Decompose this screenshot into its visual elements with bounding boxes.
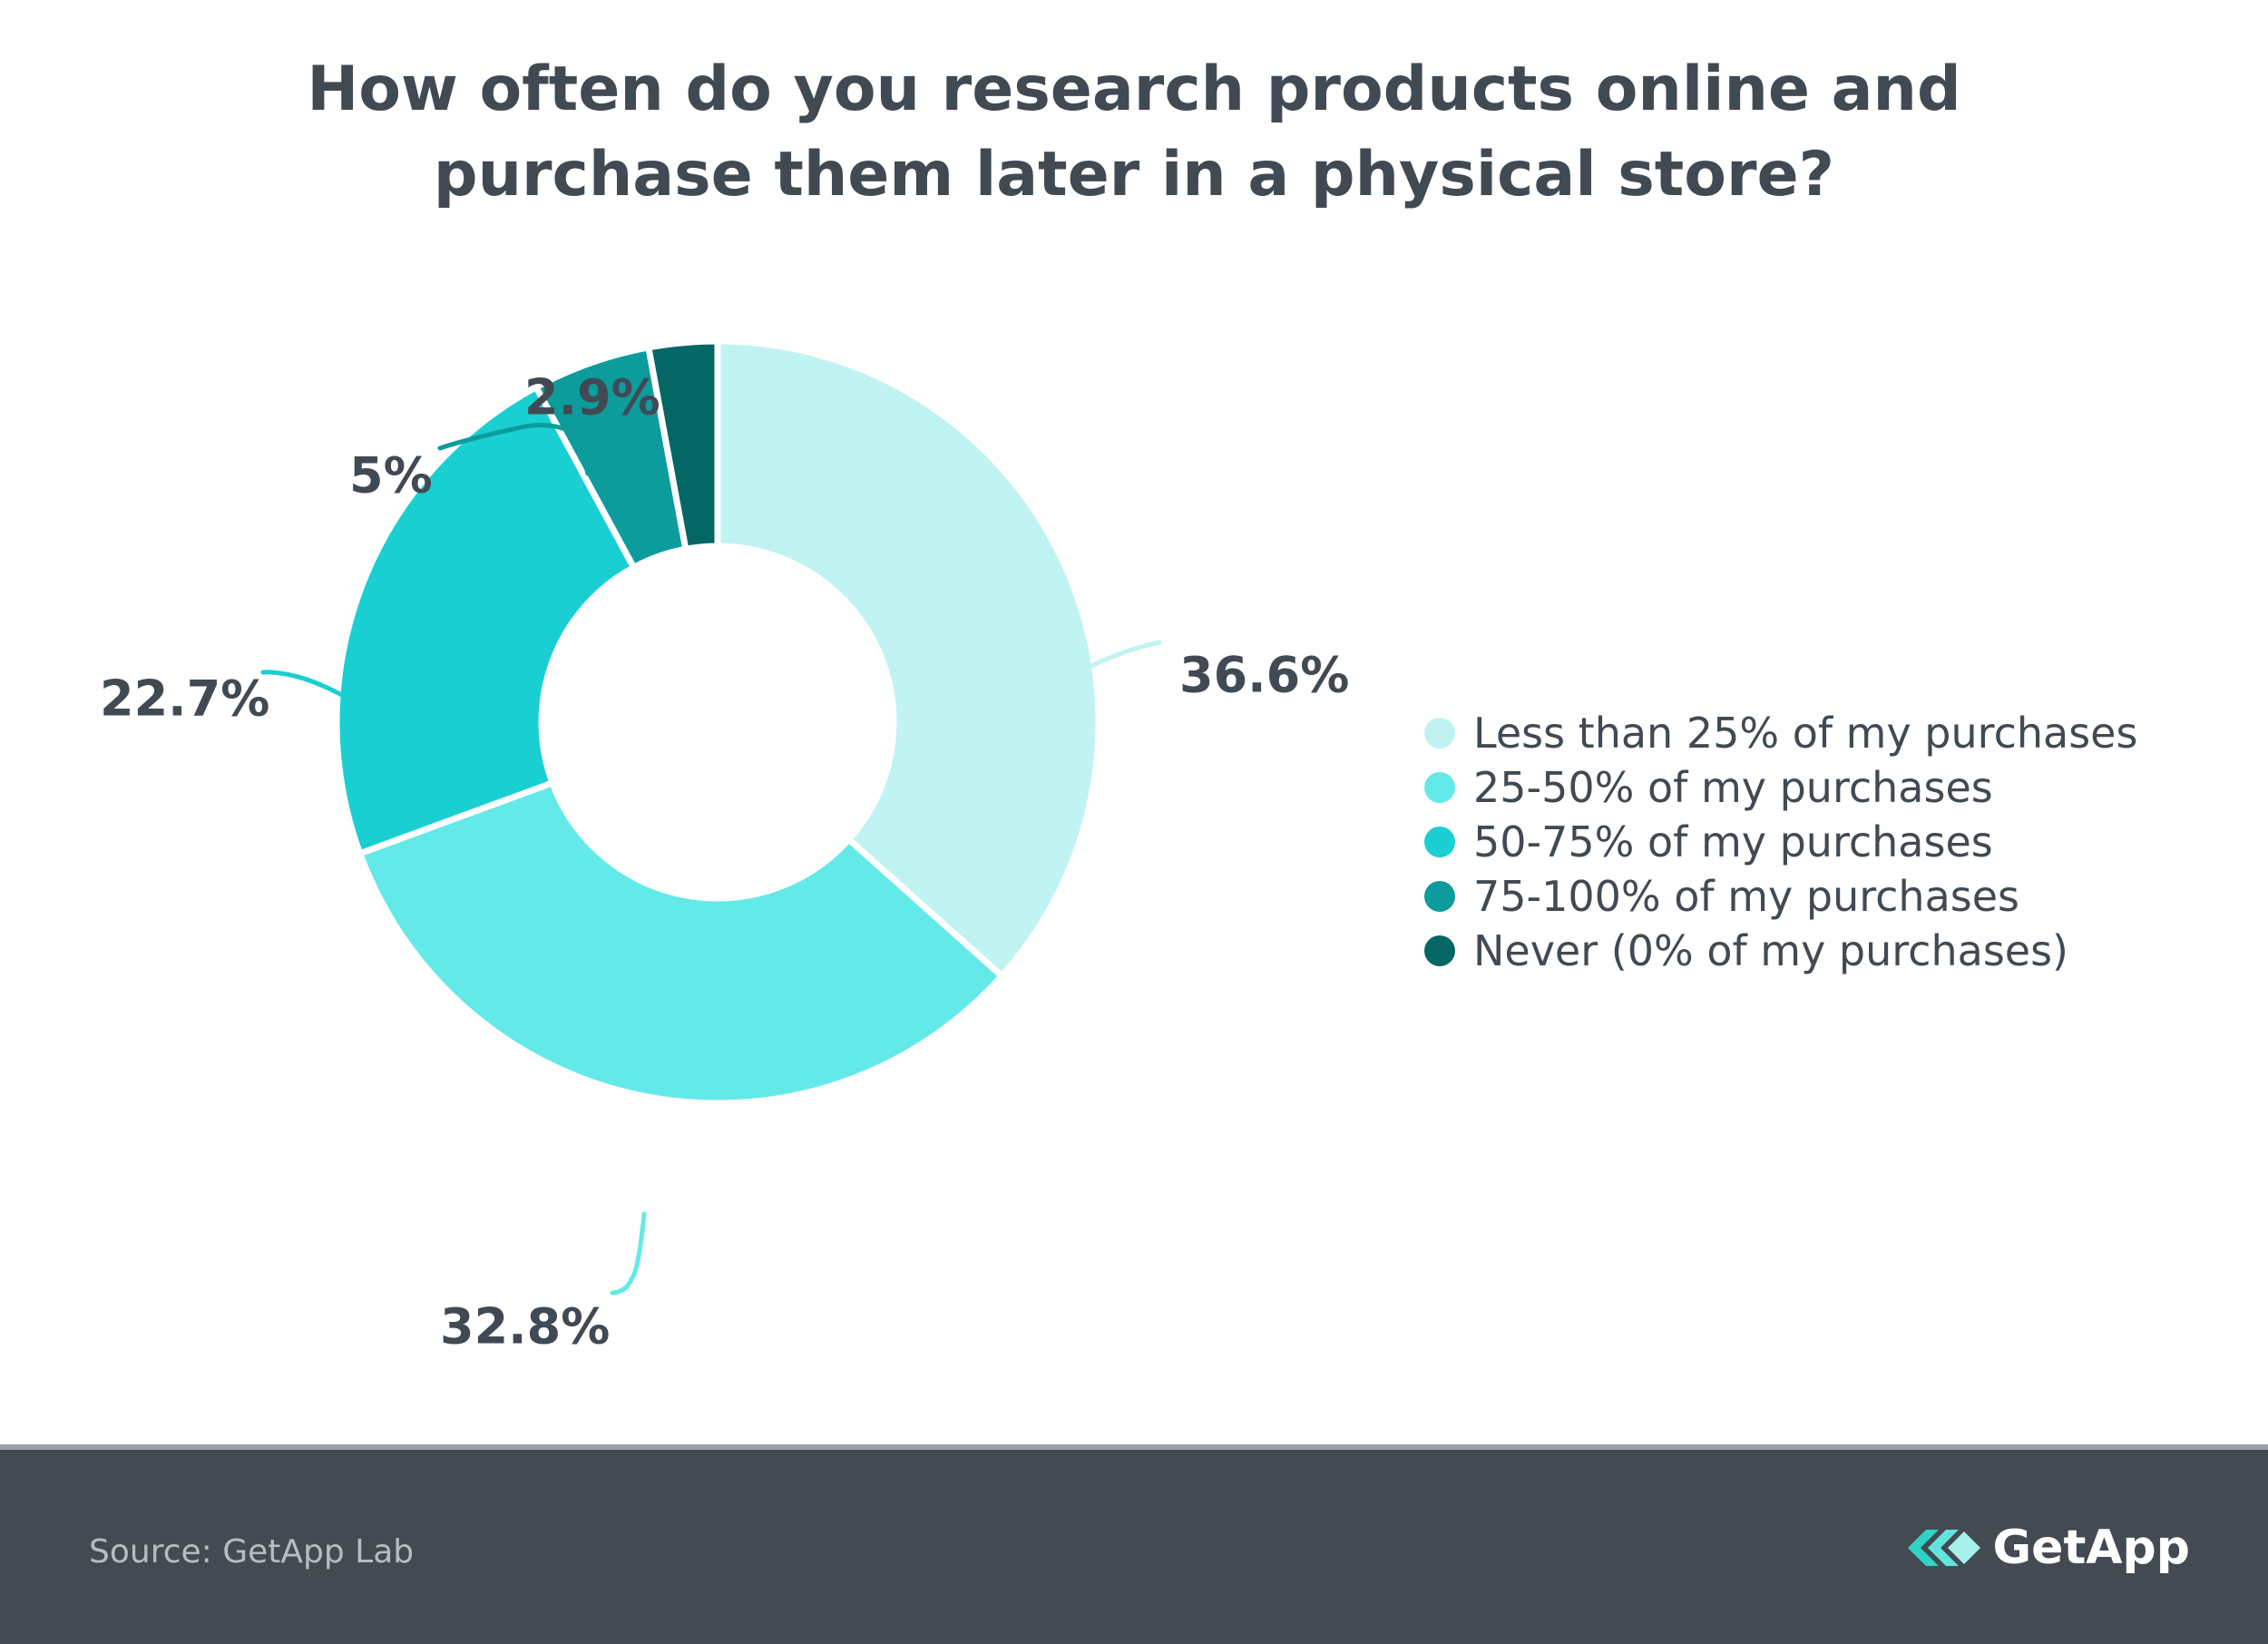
- data-label-4: 5%: [349, 447, 433, 504]
- data-label-3: 22.7%: [100, 670, 269, 728]
- brand-logo: GetApp: [1907, 1521, 2191, 1575]
- legend-item-4: 75-100% of my purchases: [1424, 869, 2137, 924]
- chart-title-line-1: How often do you research products onlin…: [307, 54, 1961, 125]
- legend-label-2: 25-50% of my purchases: [1473, 763, 1993, 812]
- leader-line-1: [1063, 640, 1162, 681]
- legend-item-3: 50-75% of my purchases: [1424, 815, 2137, 869]
- leader-line-3: [260, 670, 359, 706]
- source-note: Source: GetApp Lab: [89, 1533, 415, 1571]
- legend-swatch-4: [1424, 881, 1455, 912]
- legend-label-5: Never (0% of my purchases): [1473, 926, 2068, 975]
- legend-label-1: Less than 25% of my purchases: [1473, 709, 2138, 758]
- legend-item-5: Never (0% of my purchases): [1424, 924, 2137, 978]
- legend-label-3: 50-75% of my purchases: [1473, 817, 1993, 866]
- legend-item-2: 25-50% of my purchases: [1424, 760, 2137, 815]
- legend-swatch-5: [1424, 935, 1455, 966]
- chart-title-line-2: purchase them later in a physical store?: [433, 139, 1835, 210]
- getapp-logo-icon: [1907, 1530, 1980, 1566]
- footer: Source: GetApp Lab GetApp: [0, 1444, 2268, 1644]
- chart-title: How often do you research products onlin…: [0, 47, 2268, 218]
- donut-slice-2: [357, 779, 1005, 1107]
- data-label-2: 32.8%: [440, 1298, 610, 1355]
- leader-line-4: [437, 423, 591, 476]
- donut-slice-5: [645, 338, 721, 553]
- data-label-5: 2.9%: [524, 369, 660, 426]
- donut-slice-3: [333, 384, 638, 857]
- leader-line-5: [658, 366, 681, 456]
- legend-swatch-3: [1424, 827, 1455, 857]
- legend-swatch-1: [1424, 718, 1455, 749]
- donut-chart: 36.6% 32.8% 22.7% 5% 2.9%: [100, 338, 1350, 1355]
- chart-legend: Less than 25% of my purchases 25-50% of m…: [1424, 706, 2137, 978]
- legend-label-4: 75-100% of my purchases: [1473, 872, 2019, 921]
- legend-item-1: Less than 25% of my purchases: [1424, 706, 2137, 760]
- leader-line-2: [610, 1211, 647, 1296]
- data-label-1: 36.6%: [1179, 647, 1349, 704]
- brand-name: GetApp: [1992, 1521, 2191, 1575]
- donut-slice-1: [714, 338, 1102, 980]
- legend-swatch-2: [1424, 772, 1455, 803]
